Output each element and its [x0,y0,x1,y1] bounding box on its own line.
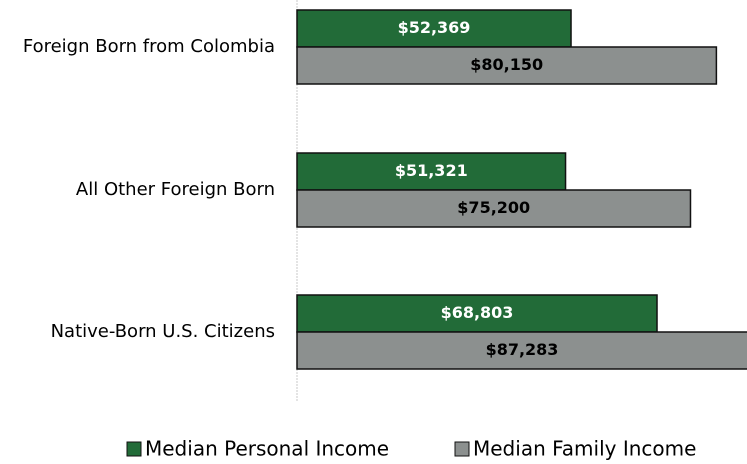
category-label: Foreign Born from Colombia [23,36,275,57]
data-label: $68,803 [441,303,514,322]
data-label: $75,200 [457,198,530,217]
legend-swatch [126,441,142,457]
legend-swatch [454,441,470,457]
data-label: $52,369 [398,18,471,37]
bar [296,189,692,228]
data-label: $51,321 [395,161,468,180]
bar [296,294,658,333]
category-label: All Other Foreign Born [76,179,275,200]
data-label: $87,283 [486,340,559,359]
bar [296,46,718,85]
bar [296,331,747,370]
category-label: Native-Born U.S. Citizens [51,321,275,342]
legend-label: Median Family Income [473,437,696,461]
legend-label: Median Personal Income [145,437,389,461]
data-label: $80,150 [470,55,543,74]
